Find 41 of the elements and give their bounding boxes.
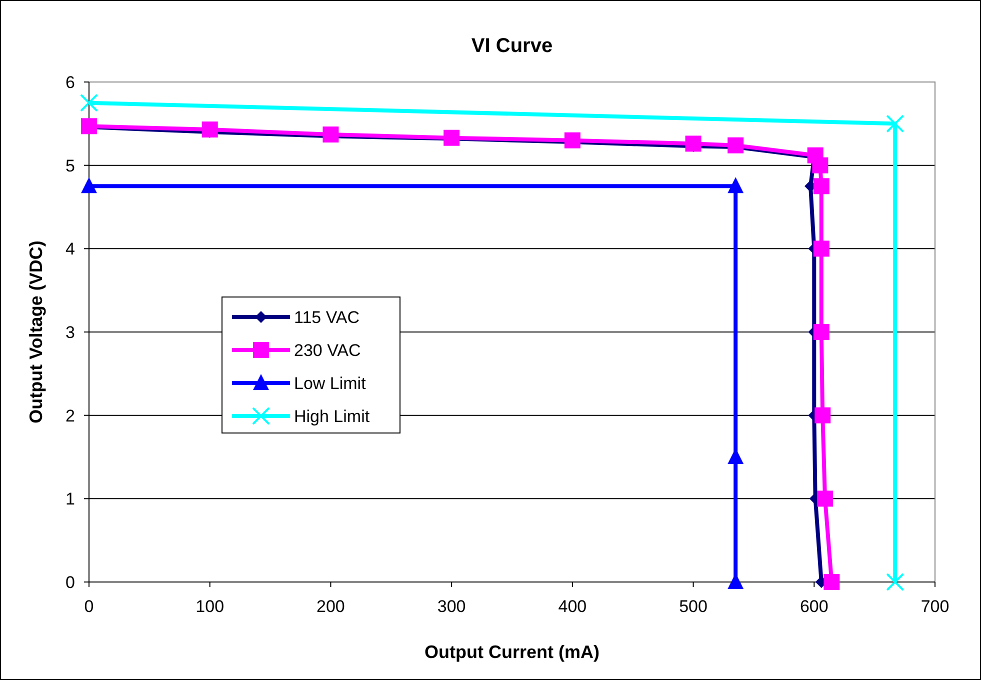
point	[81, 177, 97, 194]
point	[813, 240, 830, 257]
x-axis-title: Output Current (mA)	[424, 642, 600, 662]
legend-label: Low Limit	[294, 374, 366, 393]
point	[685, 136, 702, 152]
point	[322, 126, 339, 142]
point	[886, 573, 904, 591]
legend-label: High Limit	[294, 406, 370, 426]
y-tick-label: 2	[66, 406, 75, 426]
x-tick-label: 500	[679, 597, 708, 616]
point	[728, 137, 744, 154]
legend-label: 115 VAC	[294, 308, 360, 327]
x-tick-label: 400	[558, 597, 587, 616]
legend-label: 230 VAC	[294, 340, 361, 360]
point	[80, 94, 98, 112]
x-tick-label: 0	[84, 597, 94, 616]
point	[813, 324, 830, 340]
y-tick-label: 6	[66, 72, 75, 92]
point	[813, 178, 830, 194]
point	[81, 118, 97, 134]
point	[564, 132, 580, 148]
x-tick-label: 100	[196, 597, 224, 616]
x-tick-label: 300	[437, 597, 466, 616]
x-tick-label: 700	[920, 597, 950, 616]
y-tick-label: 0	[66, 572, 75, 592]
point	[814, 407, 831, 424]
point	[812, 157, 828, 174]
y-tick-label: 3	[66, 322, 75, 342]
point	[444, 130, 460, 146]
x-tick-label: 200	[316, 597, 345, 616]
point	[886, 114, 904, 133]
y-axis-title: Output Voltage (VDC)	[26, 240, 46, 424]
point	[202, 122, 218, 138]
y-tick-label: 5	[66, 156, 75, 176]
x-tick-label: 600	[800, 597, 828, 616]
point	[817, 490, 834, 507]
point	[728, 177, 744, 194]
chart-title: VI Curve	[471, 35, 553, 57]
point	[824, 574, 840, 590]
y-tick-label: 4	[66, 240, 75, 259]
y-tick-label: 1	[66, 490, 75, 509]
